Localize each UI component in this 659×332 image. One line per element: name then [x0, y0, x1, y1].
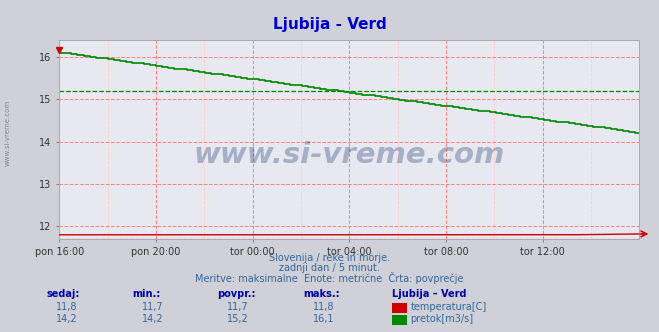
Text: 16,1: 16,1: [313, 314, 335, 324]
Text: Meritve: maksimalne  Enote: metrične  Črta: povprečje: Meritve: maksimalne Enote: metrične Črta…: [195, 272, 464, 284]
Text: 11,7: 11,7: [227, 302, 249, 312]
Text: 11,8: 11,8: [56, 302, 78, 312]
Text: povpr.:: povpr.:: [217, 289, 256, 299]
Bar: [392, 303, 407, 313]
Text: temperatura[C]: temperatura[C]: [411, 302, 487, 312]
Text: www.si-vreme.com: www.si-vreme.com: [5, 100, 11, 166]
Text: zadnji dan / 5 minut.: zadnji dan / 5 minut.: [279, 263, 380, 273]
Text: Ljubija - Verd: Ljubija - Verd: [273, 17, 386, 33]
Text: Slovenija / reke in morje.: Slovenija / reke in morje.: [269, 253, 390, 263]
Text: maks.:: maks.:: [303, 289, 340, 299]
Text: 15,2: 15,2: [227, 314, 249, 324]
Text: 11,7: 11,7: [142, 302, 163, 312]
Text: www.si-vreme.com: www.si-vreme.com: [194, 141, 505, 169]
Text: 14,2: 14,2: [142, 314, 163, 324]
Text: 14,2: 14,2: [56, 314, 78, 324]
Text: Ljubija – Verd: Ljubija – Verd: [392, 289, 467, 299]
Bar: [392, 315, 407, 325]
Text: min.:: min.:: [132, 289, 160, 299]
Text: 11,8: 11,8: [313, 302, 335, 312]
Text: sedaj:: sedaj:: [46, 289, 80, 299]
Text: pretok[m3/s]: pretok[m3/s]: [411, 314, 474, 324]
